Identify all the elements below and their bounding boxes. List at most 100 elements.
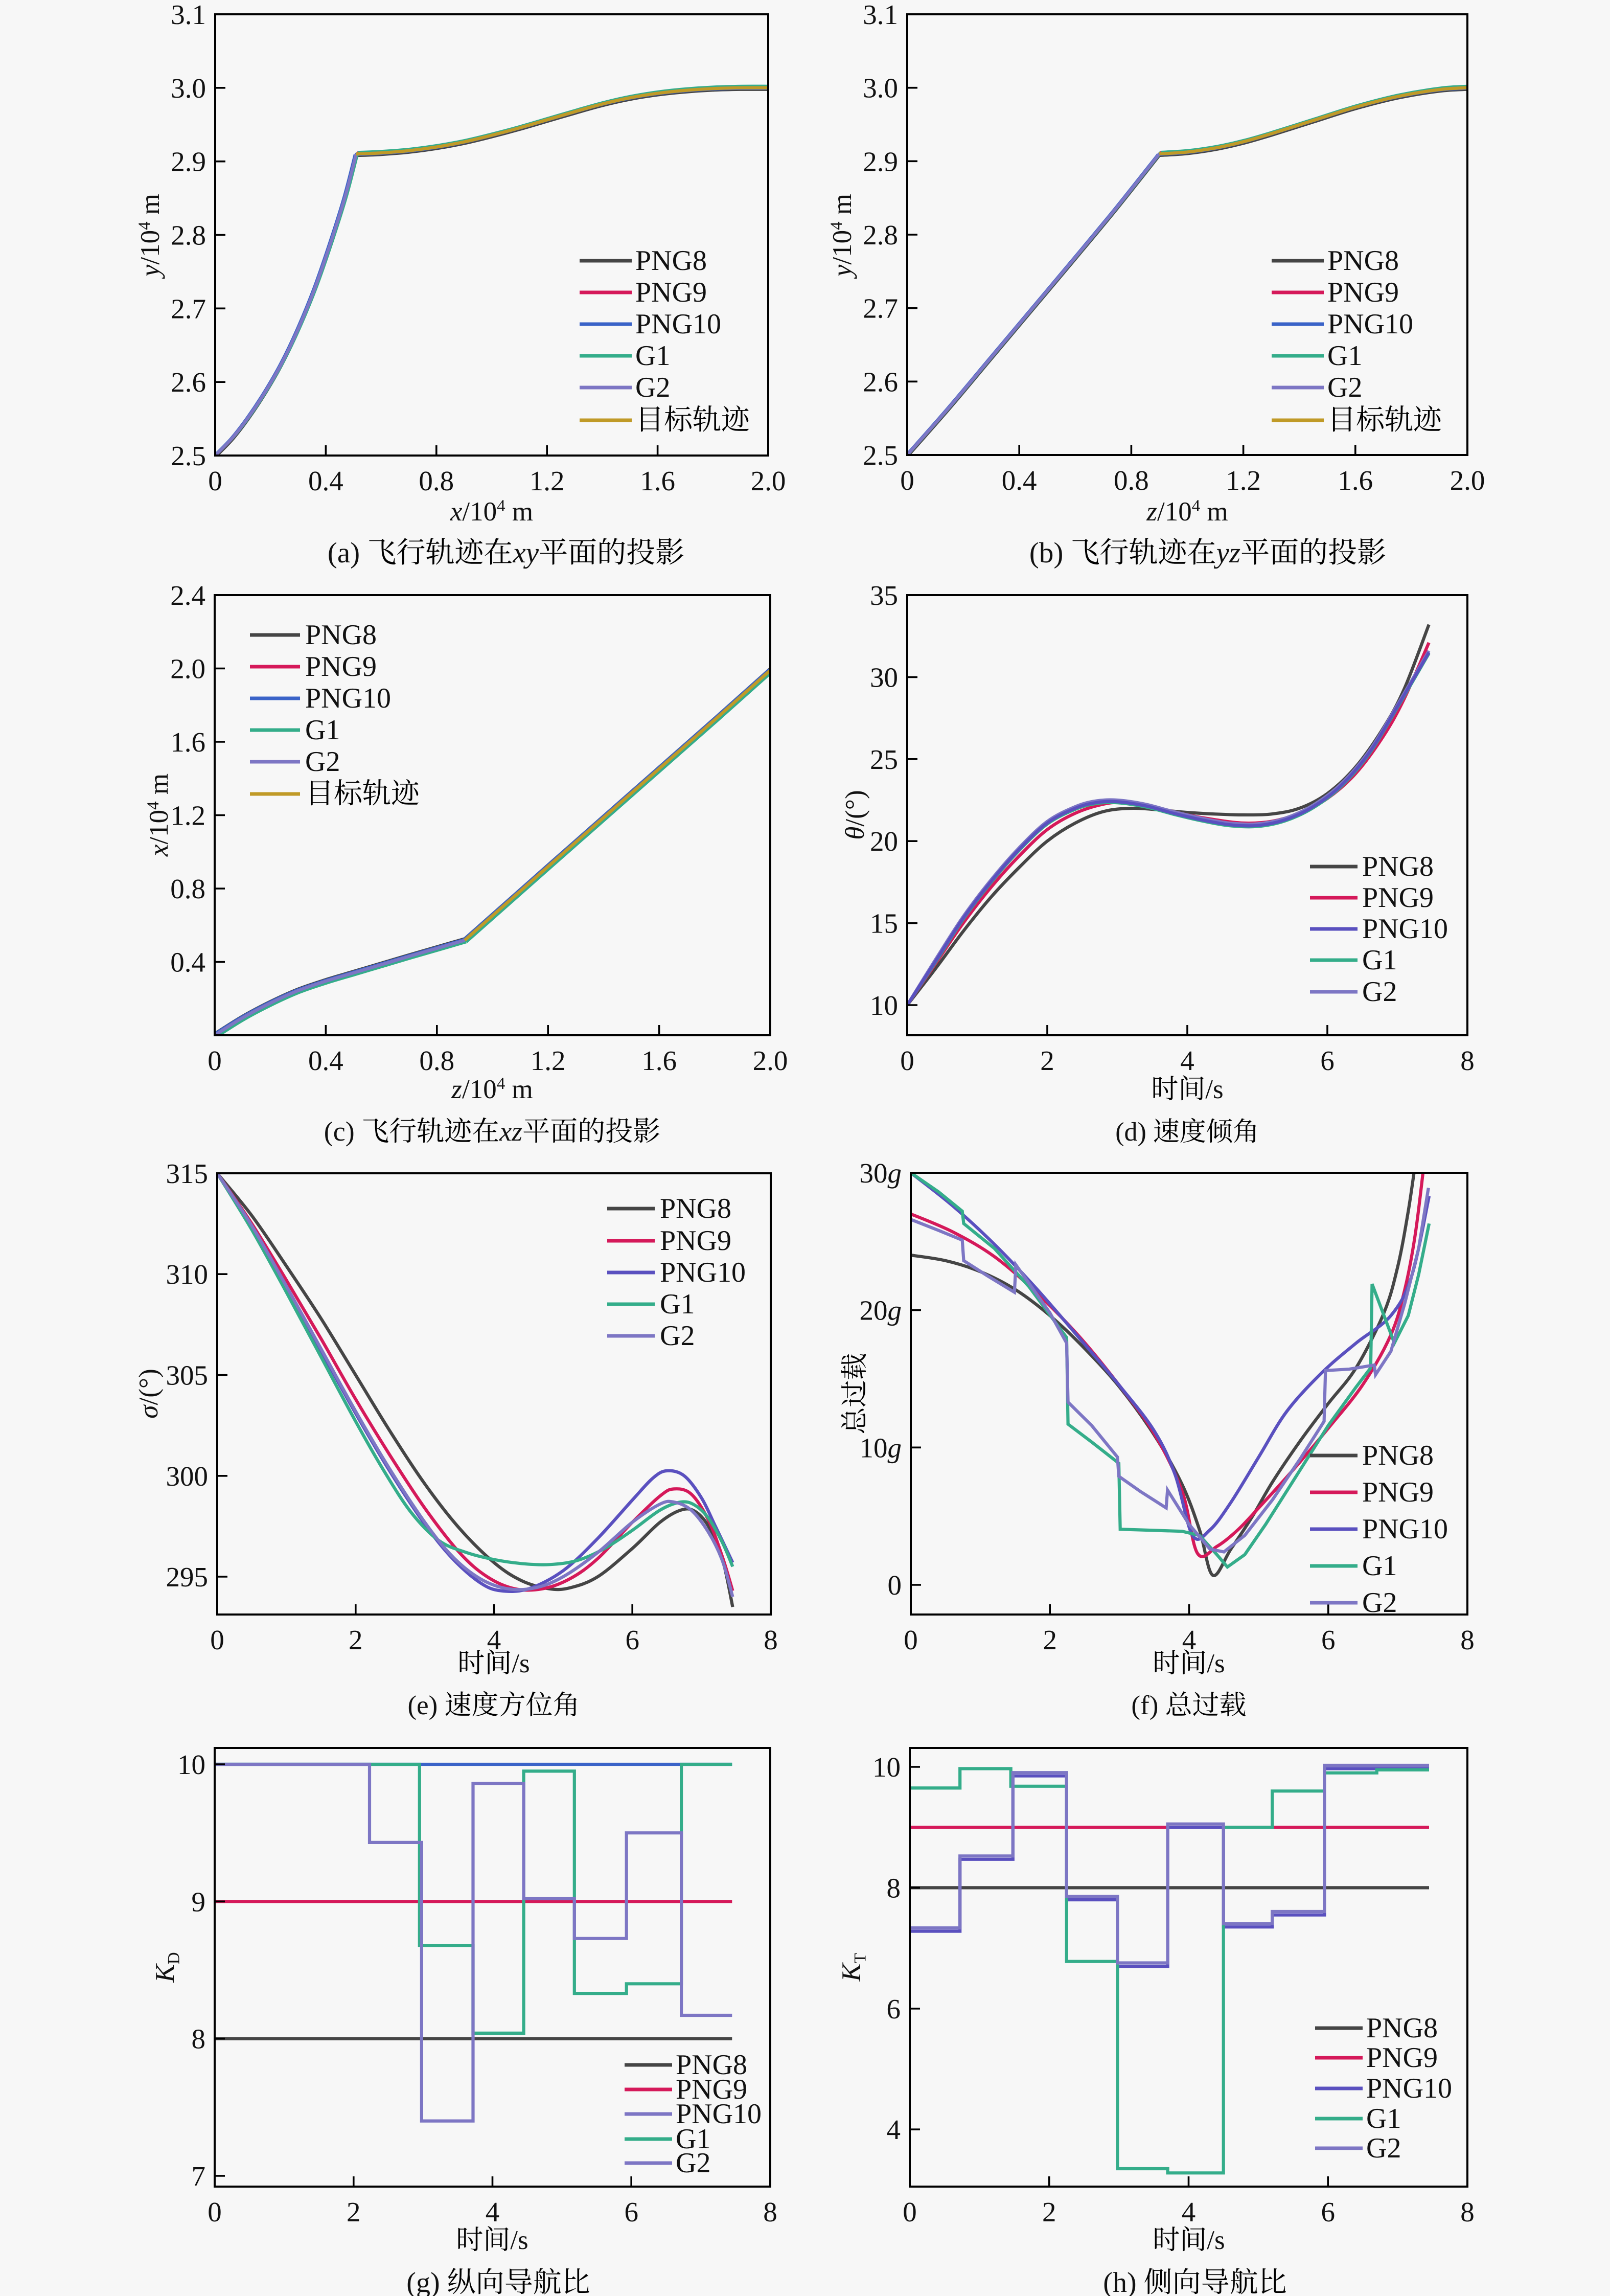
svg-text:4: 4 [144,801,163,810]
svg-text:0.4: 0.4 [170,947,205,978]
svg-text:PNG9: PNG9 [1327,277,1399,308]
svg-text:yz: yz [1214,537,1240,569]
svg-text:T: T [852,1953,870,1963]
svg-text:4: 4 [135,221,154,230]
svg-text:G2: G2 [660,1320,695,1352]
svg-text:2.5: 2.5 [863,440,898,471]
svg-text:1.6: 1.6 [640,465,675,496]
svg-text:300: 300 [166,1461,209,1492]
svg-text:8: 8 [192,2024,206,2055]
svg-text:g: g [888,1432,902,1463]
svg-text:PNG10: PNG10 [1366,2073,1452,2104]
svg-text:0: 0 [900,1045,914,1076]
svg-text:30: 30 [860,1157,888,1189]
svg-text:PNG9: PNG9 [676,2074,747,2105]
svg-text:8: 8 [763,2196,777,2227]
svg-text:295: 295 [166,1561,209,1593]
svg-text:G1: G1 [1327,340,1362,372]
svg-text:0: 0 [208,465,222,496]
svg-text:3.1: 3.1 [171,0,206,30]
svg-text:/10: /10 [1157,497,1192,527]
svg-text:m: m [505,497,533,527]
svg-text:25: 25 [870,744,898,775]
svg-text:/10: /10 [462,497,497,527]
svg-text:PNG9: PNG9 [1362,882,1434,914]
svg-text:30: 30 [870,662,898,693]
svg-text:G2: G2 [1327,372,1362,403]
svg-text:0.4: 0.4 [1002,465,1037,496]
svg-text:(a): (a) [328,537,360,569]
svg-text:1.2: 1.2 [530,465,565,496]
svg-text:/(°): /(°) [840,790,870,826]
svg-text:PNG10: PNG10 [635,308,721,340]
svg-text:20: 20 [860,1295,888,1326]
svg-text:10: 10 [872,1752,901,1783]
svg-text:2.0: 2.0 [753,1045,788,1076]
svg-text:K: K [837,1962,866,1982]
svg-text:2.0: 2.0 [170,653,205,685]
svg-text:PNG8: PNG8 [1366,2012,1438,2044]
svg-text:0: 0 [900,465,914,496]
svg-text:/s: /s [510,2225,528,2255]
svg-text:6: 6 [1321,2196,1336,2227]
svg-text:PNG8: PNG8 [1327,245,1399,277]
svg-text:m: m [135,194,165,221]
svg-text:G1: G1 [676,2123,710,2155]
svg-text:PNG9: PNG9 [1362,1476,1434,1508]
svg-text:K: K [150,1963,180,1983]
svg-text:2: 2 [347,2196,361,2227]
svg-text:G2: G2 [1362,1587,1397,1619]
svg-text:3.0: 3.0 [171,73,206,104]
svg-text:G2: G2 [635,372,670,403]
svg-text:4: 4 [1182,2196,1196,2227]
svg-text:y: y [827,264,857,279]
svg-text:4: 4 [497,497,505,515]
svg-text:2.5: 2.5 [171,440,206,471]
svg-text:2: 2 [1043,1624,1057,1655]
svg-text:4: 4 [486,2196,500,2227]
svg-text:PNG8: PNG8 [305,619,377,651]
svg-text:0.8: 0.8 [170,873,205,904]
svg-text:10: 10 [870,990,898,1021]
svg-text:z: z [1146,497,1157,527]
svg-text:1.2: 1.2 [1226,465,1261,496]
svg-text:x: x [144,844,174,857]
svg-text:2.7: 2.7 [171,293,206,324]
svg-text:m: m [144,774,174,801]
svg-text:20: 20 [870,826,898,857]
svg-text:8: 8 [1460,2196,1475,2227]
svg-text:PNG10: PNG10 [676,2098,762,2130]
svg-text:2.4: 2.4 [170,580,205,611]
svg-text:G1: G1 [660,1288,695,1320]
svg-text:G2: G2 [1362,976,1397,1008]
svg-text:6: 6 [1321,1624,1336,1655]
svg-text:6: 6 [1320,1045,1335,1076]
svg-text:/(°): /(°) [134,1369,164,1405]
svg-text:9: 9 [192,1886,206,1917]
svg-text:G2: G2 [676,2147,710,2179]
svg-text:6: 6 [625,2196,639,2227]
svg-text:10: 10 [177,1749,205,1780]
svg-text:1.6: 1.6 [1338,465,1373,496]
svg-text:PNG8: PNG8 [660,1193,731,1224]
svg-text:g: g [888,1295,902,1326]
svg-text:2.7: 2.7 [863,293,898,324]
svg-text:3.0: 3.0 [863,73,898,104]
svg-text:g: g [888,1157,902,1189]
svg-text:315: 315 [166,1158,209,1189]
svg-text:G1: G1 [1362,944,1397,976]
svg-text:2.0: 2.0 [1450,465,1485,496]
svg-text:1.6: 1.6 [170,726,205,758]
svg-text:2.8: 2.8 [171,220,206,251]
svg-text:PNG9: PNG9 [305,651,377,683]
svg-text:PNG10: PNG10 [1327,308,1413,340]
svg-text:0.8: 0.8 [419,1045,454,1076]
svg-text:G1: G1 [635,340,670,372]
svg-text:0.4: 0.4 [308,465,343,496]
svg-text:4: 4 [827,221,846,230]
svg-text:2.9: 2.9 [863,146,898,177]
svg-text:G2: G2 [1366,2132,1401,2164]
svg-text:/10: /10 [827,230,857,265]
svg-text:4: 4 [1182,1624,1197,1655]
svg-text:PNG10: PNG10 [305,683,391,714]
